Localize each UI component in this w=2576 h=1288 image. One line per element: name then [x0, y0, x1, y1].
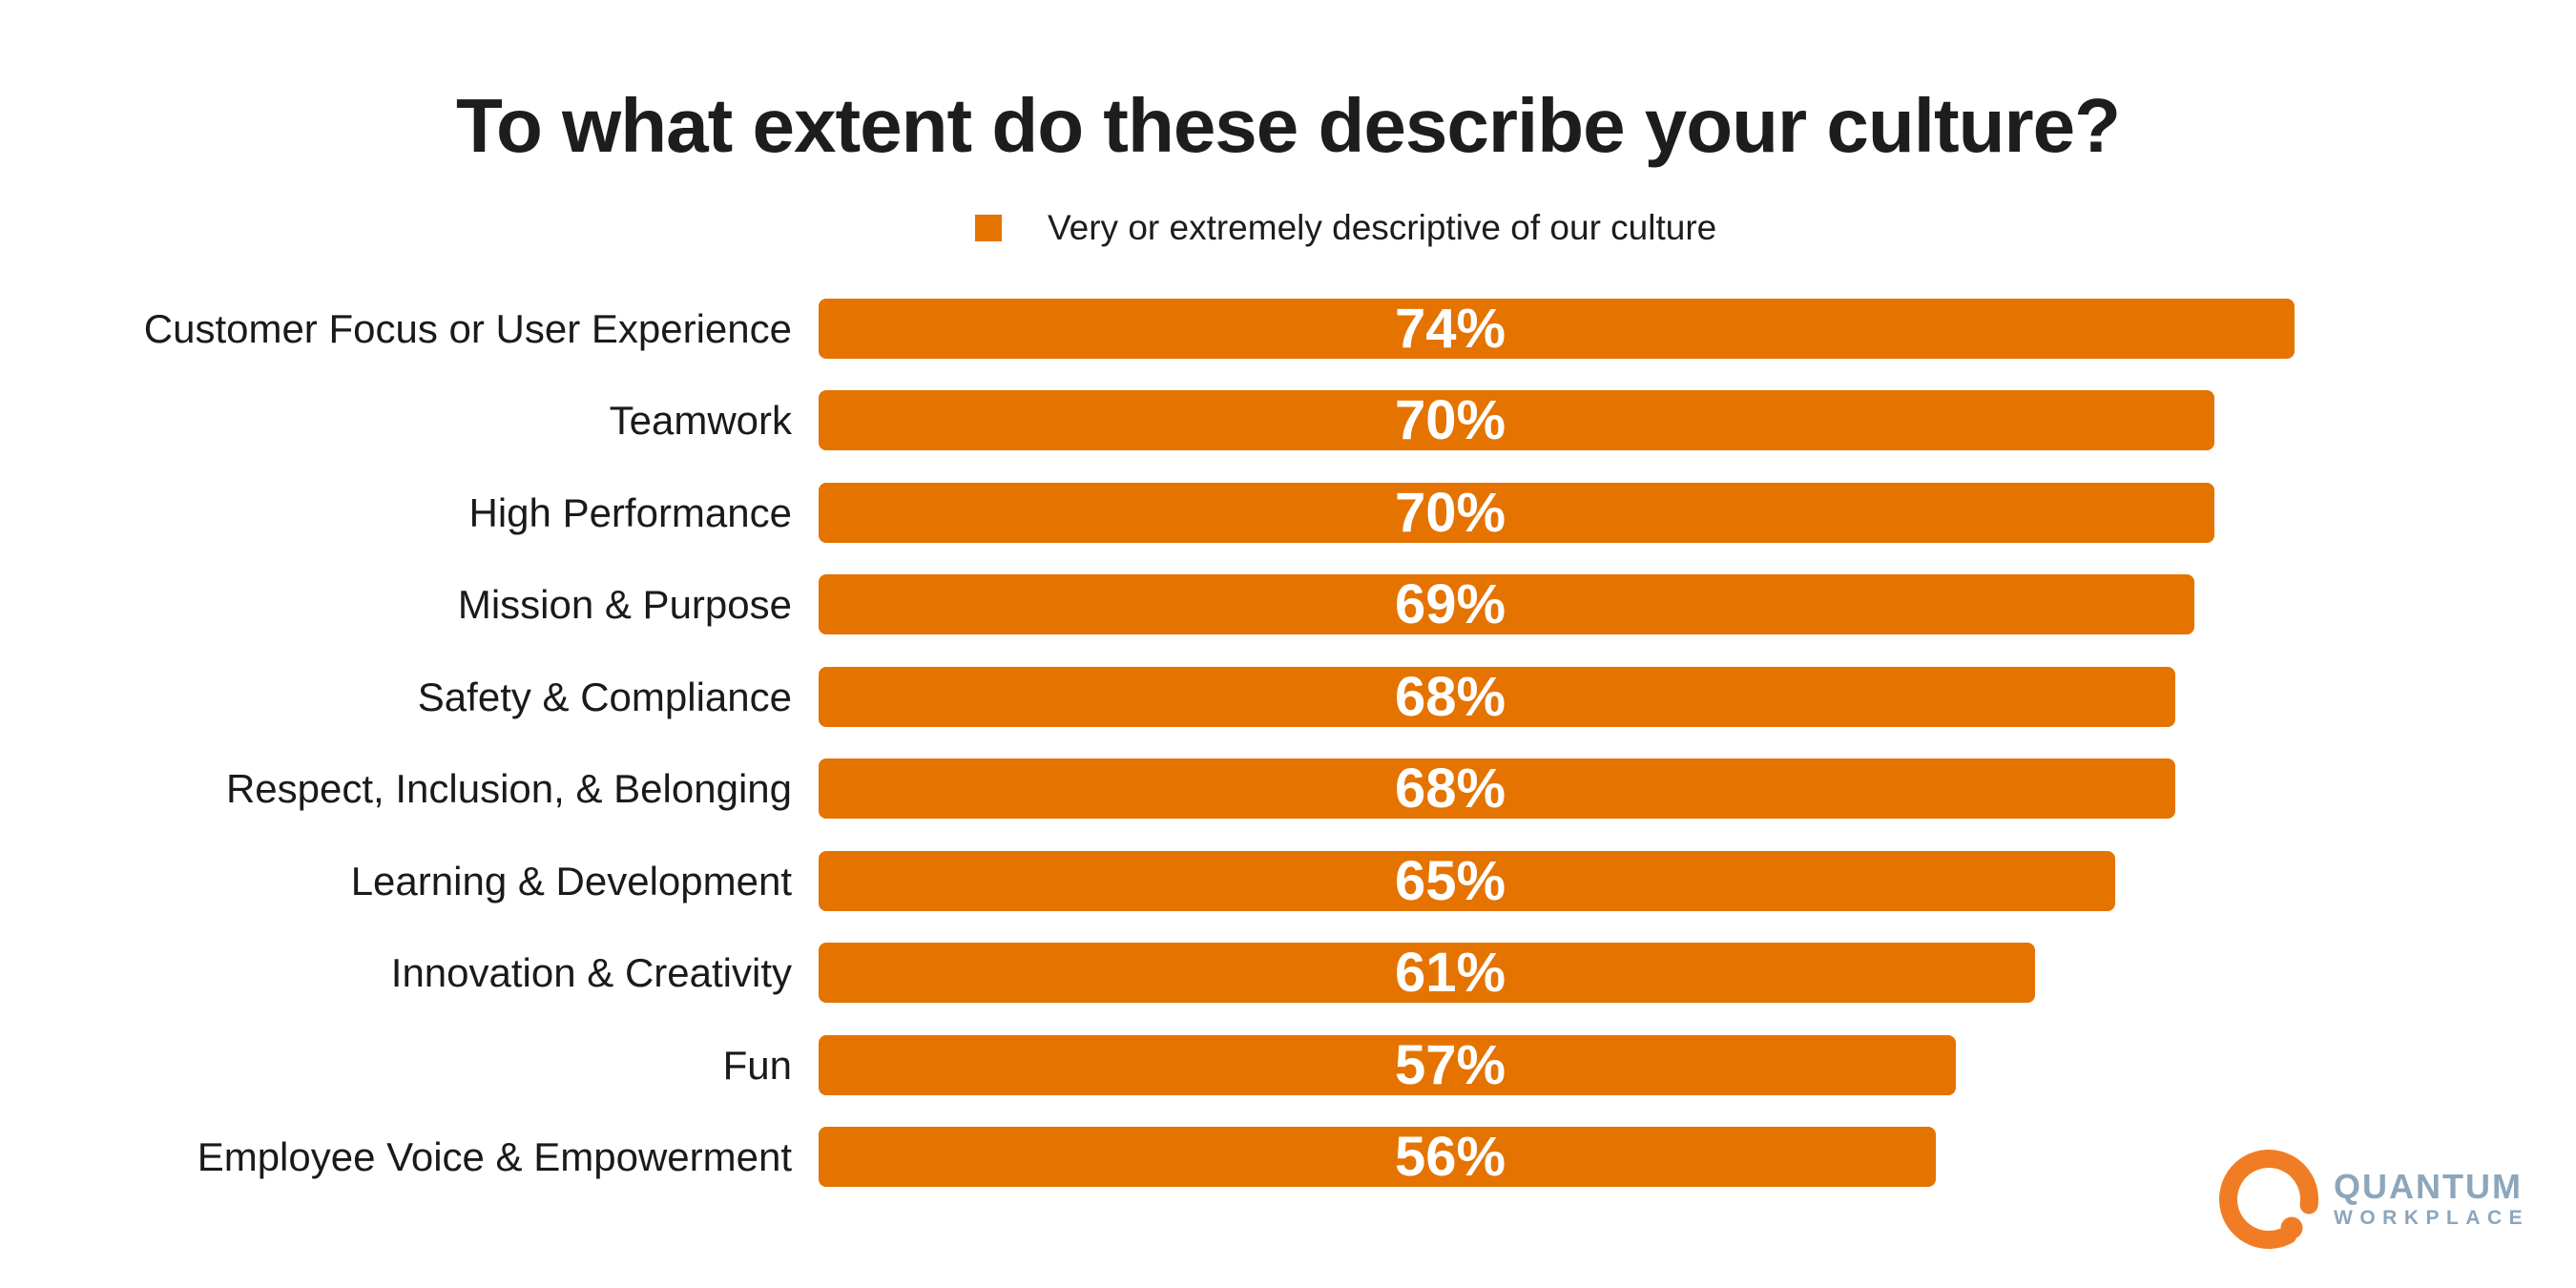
category-label: Employee Voice & Empowerment	[197, 1134, 792, 1180]
value-label: 74%	[1394, 298, 1506, 360]
bar	[819, 1034, 1956, 1095]
chart-row: Mission & Purpose 69%	[0, 573, 2576, 636]
category-label: High Performance	[468, 489, 792, 535]
chart-row: Respect, Inclusion, & Belonging 68%	[0, 758, 2576, 821]
bar	[819, 1127, 1936, 1188]
bar	[819, 574, 2194, 635]
logo-brand-bottom: WORKPLACE	[2334, 1207, 2530, 1229]
category-label: Respect, Inclusion, & Belonging	[225, 766, 792, 812]
value-label: 70%	[1394, 389, 1506, 452]
bar	[819, 482, 2214, 543]
chart-row: Customer Focus or User Experience 74%	[0, 298, 2576, 360]
chart-row: Learning & Development 65%	[0, 849, 2576, 912]
value-label: 56%	[1394, 1126, 1506, 1189]
chart-row: Safety & Compliance 68%	[0, 665, 2576, 728]
value-label: 57%	[1394, 1033, 1506, 1096]
category-label: Innovation & Creativity	[390, 950, 792, 996]
chart-row: Employee Voice & Empowerment 56%	[0, 1126, 2576, 1189]
value-label: 68%	[1394, 758, 1506, 821]
value-label: 70%	[1394, 481, 1506, 544]
bar	[819, 758, 2175, 820]
quantum-q-icon	[2219, 1150, 2318, 1249]
value-label: 61%	[1394, 942, 1506, 1005]
chart-title: To what extent do these describe your cu…	[456, 83, 2121, 168]
value-label: 68%	[1394, 665, 1506, 728]
bar	[819, 666, 2175, 727]
legend: Very or extremely descriptive of our cul…	[975, 203, 1716, 253]
category-label: Fun	[722, 1042, 792, 1088]
category-label: Safety & Compliance	[417, 674, 792, 719]
bar	[819, 299, 2295, 359]
logo-brand-top: QUANTUM	[2334, 1167, 2523, 1206]
category-label: Teamwork	[609, 398, 792, 444]
category-label: Customer Focus or User Experience	[143, 306, 792, 351]
logo-wordmark: QUANTUM WORKPLACE	[2334, 1170, 2529, 1231]
bar	[819, 850, 2115, 911]
bar	[819, 390, 2214, 451]
chart-row: High Performance 70%	[0, 481, 2576, 544]
category-label: Mission & Purpose	[457, 582, 792, 628]
category-label: Learning & Development	[350, 858, 792, 904]
legend-marker-icon	[975, 215, 1002, 241]
chart-row: Innovation & Creativity 61%	[0, 942, 2576, 1005]
bar	[819, 943, 2035, 1004]
value-label: 69%	[1394, 573, 1506, 636]
value-label: 65%	[1394, 849, 1506, 912]
quantum-workplace-logo: QUANTUM WORKPLACE	[2219, 1150, 2529, 1251]
chart-row: Teamwork 70%	[0, 389, 2576, 452]
chart-row: Fun 57%	[0, 1033, 2576, 1096]
legend-label: Very or extremely descriptive of our cul…	[1048, 208, 1717, 247]
